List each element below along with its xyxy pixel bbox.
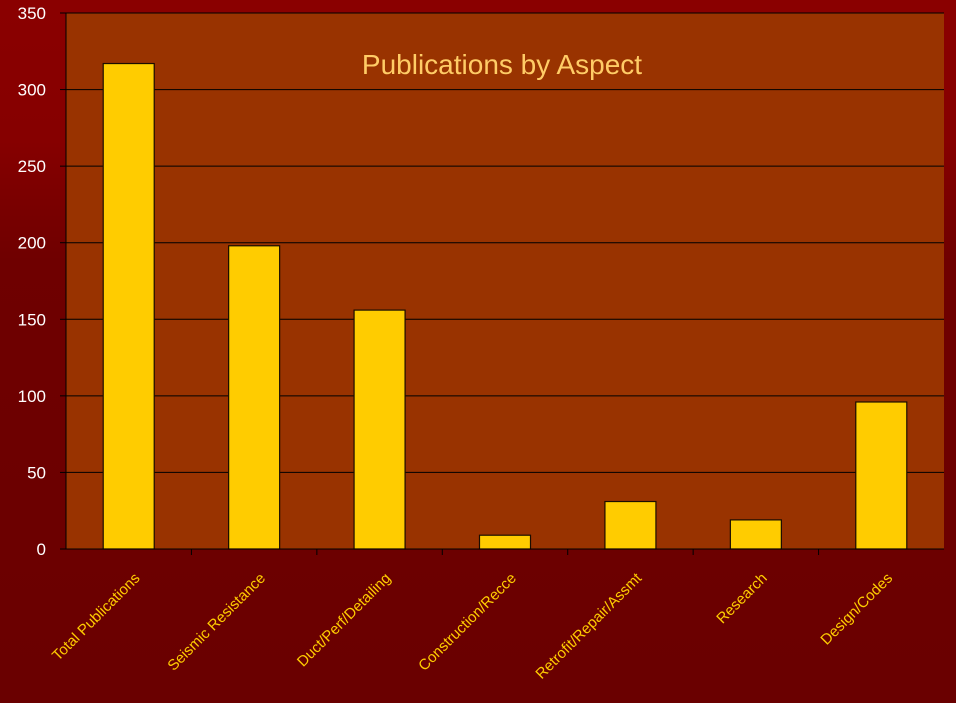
bar (353, 309, 406, 550)
y-tick-label: 250 (18, 157, 46, 176)
x-category-label: Research (713, 570, 770, 627)
bar (228, 245, 281, 550)
bars (102, 62, 908, 550)
axes (65, 13, 944, 555)
y-tick-label: 300 (18, 81, 46, 100)
plot-area (66, 13, 944, 549)
x-category-label: Total Publications (49, 570, 144, 665)
bar (729, 519, 782, 550)
bar (478, 534, 532, 550)
y-tick-label: 150 (18, 310, 46, 329)
gridlines (60, 12, 944, 550)
x-category-label: Retrofit/Repair/Assmt (532, 569, 645, 682)
chart-title: Publications by Aspect (362, 49, 642, 80)
x-category-label: Seismic Resistance (164, 570, 269, 675)
y-tick-label: 100 (18, 387, 46, 406)
x-category-label: Duct/Perf/Detailing (294, 570, 394, 670)
y-tick-label: 0 (37, 540, 46, 559)
y-tick-label: 50 (27, 463, 46, 482)
bar (102, 62, 155, 550)
x-category-label: Construction/Recce (415, 570, 520, 675)
x-category-labels: Total Publications Seismic Resistance Duct… (49, 569, 896, 682)
x-category-label: Design/Codes (817, 570, 896, 649)
y-tick-label: 350 (18, 4, 46, 23)
y-tick-label: 200 (18, 234, 46, 253)
y-tick-labels: 0 50 100 150 200 250 300 350 (18, 4, 46, 559)
bar (604, 500, 657, 550)
bar (855, 401, 908, 550)
